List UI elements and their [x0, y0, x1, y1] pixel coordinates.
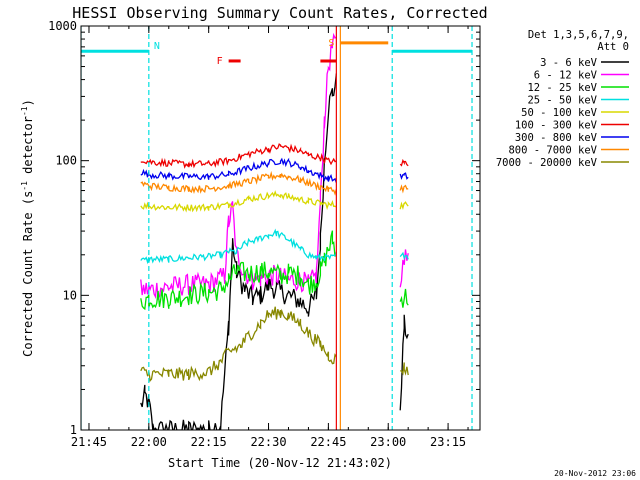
legend-entry-label-2: 12 - 25 keV — [527, 82, 597, 94]
y-axis-label-mid: detector — [21, 116, 35, 181]
legend-entry-label-8: 7000 - 20000 keV — [496, 157, 598, 169]
x-tick-label-2: 22:15 — [191, 435, 227, 449]
y-axis-label-sup1: -1 — [20, 181, 29, 191]
flag-label-2: S — [328, 38, 334, 49]
legend-header-2: Att 0 — [597, 41, 629, 53]
series-line-6 — [140, 157, 409, 184]
plot-area: N F S — [81, 26, 473, 430]
y-axis-label-end: ) — [21, 99, 35, 106]
footer-timestamp: 20-Nov-2012 23:06 — [554, 469, 636, 478]
x-tick-label-5: 23:00 — [370, 435, 406, 449]
legend-entry-label-5: 100 - 300 keV — [515, 120, 598, 132]
y-axis-label-main: Corrected Count Rate (s — [21, 191, 35, 357]
legend-entry-label-1: 6 - 12 keV — [534, 70, 598, 82]
series-line-4 — [140, 190, 409, 213]
x-axis-label: Start Time (20-Nov-12 21:43:02) — [168, 456, 392, 470]
series-line-5 — [140, 143, 409, 169]
y-tick-label-0: 1 — [70, 423, 77, 437]
y-tick-label-1: 10 — [63, 288, 77, 302]
legend-entry-label-4: 50 - 100 keV — [521, 107, 598, 119]
flag-label-1: F — [217, 56, 223, 67]
series-line-2 — [140, 230, 409, 311]
series-line-7 — [140, 170, 409, 196]
x-tick-label-1: 22:00 — [131, 435, 167, 449]
y-tick-label-2: 100 — [55, 154, 77, 168]
legend-header-1: Det 1,3,5,6,7,9, — [528, 29, 629, 41]
legend-entry-label-6: 300 - 800 keV — [515, 132, 598, 144]
x-tick-label-3: 22:30 — [250, 435, 286, 449]
x-tick-label-4: 22:45 — [310, 435, 346, 449]
series-line-3 — [140, 228, 409, 265]
x-tick-label-6: 23:15 — [430, 435, 466, 449]
x-axis: 21:45 22:00 22:15 22:30 22:45 23:00 23:15 — [71, 26, 469, 449]
legend-entry-label-0: 3 - 6 keV — [540, 57, 598, 69]
flag-label-0: N — [154, 41, 160, 52]
legend-entry-label-3: 25 - 50 keV — [527, 95, 597, 107]
y-tick-label-3: 1000 — [48, 19, 77, 33]
x-tick-label-0: 21:45 — [71, 435, 107, 449]
y-axis-label-sup2: -1 — [20, 106, 29, 116]
y-axis-label: Corrected Count Rate (s-1 detector-1) — [20, 99, 35, 357]
series-line-0 — [140, 73, 409, 430]
y-axis: 1 10 100 1000 — [48, 19, 480, 437]
chart-title: HESSI Observing Summary Count Rates, Cor… — [72, 4, 487, 22]
plot-frame — [80, 25, 481, 431]
series-line-8 — [140, 306, 409, 383]
legend-entry-label-7: 800 - 7000 keV — [508, 145, 597, 157]
